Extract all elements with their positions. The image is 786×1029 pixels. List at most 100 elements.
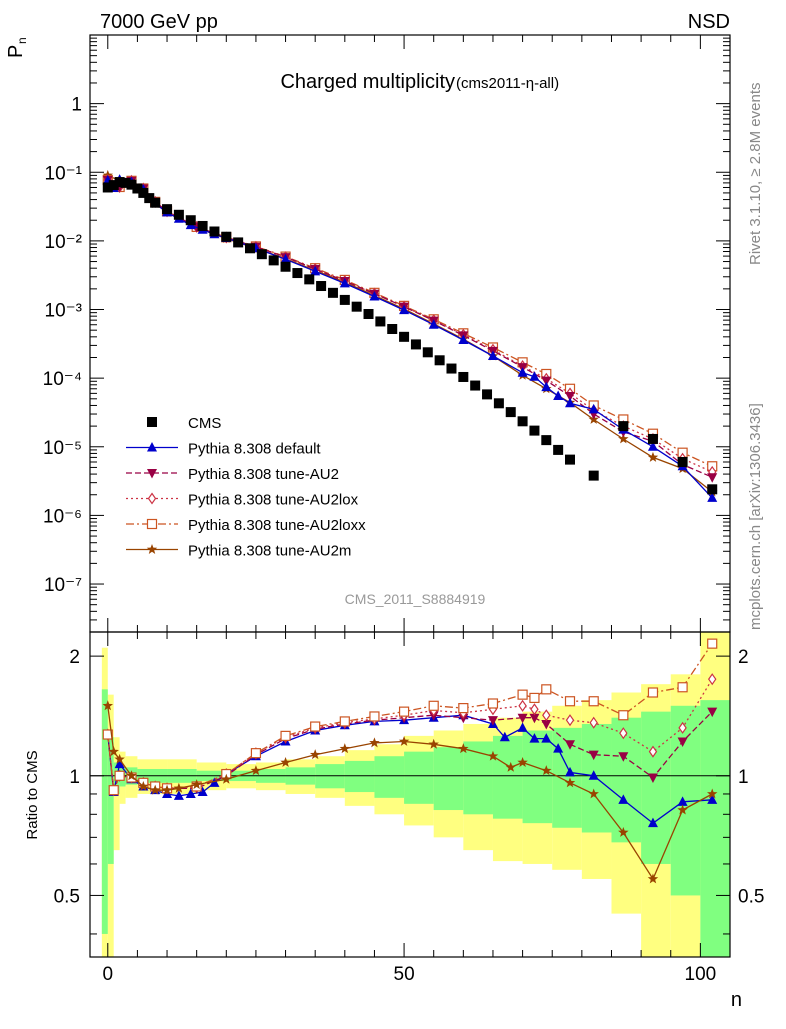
- main-data-point: [138, 187, 149, 198]
- green-band-bin: [374, 756, 405, 798]
- main-data-point: [647, 441, 658, 451]
- y-tick-label-ratio-right: 2: [738, 647, 749, 668]
- ratio-data-point: [565, 766, 575, 777]
- green-band-bin: [101, 689, 108, 934]
- main-data-point: [268, 255, 279, 266]
- green-band: [101, 689, 730, 957]
- ratio-data-point: [541, 765, 552, 776]
- green-band-bin: [522, 730, 553, 824]
- ratio-data-point: [138, 780, 149, 791]
- ratio-data-point: [707, 707, 718, 718]
- ratio-data-point: [530, 703, 539, 716]
- mcplots-text: mcplots.cern.ch [arXiv:1306.3436]: [747, 403, 764, 630]
- ratio-data-point: [553, 743, 564, 753]
- main-data-point: [108, 180, 119, 191]
- ratio-data-point: [589, 716, 598, 729]
- ratio-data-point: [518, 699, 527, 712]
- main-data-point: [618, 433, 629, 444]
- main-data-point: [529, 371, 540, 381]
- main-data-point: [339, 277, 350, 288]
- legend-item: Pythia 8.308 tune-AU2lox: [126, 492, 359, 509]
- y-tick-label-main: 1: [71, 95, 82, 116]
- legend-marker: [147, 417, 157, 427]
- green-band-bin: [700, 700, 730, 957]
- main-data-point: [197, 220, 208, 231]
- main-data-point: [618, 421, 629, 432]
- legend: CMS Pythia 8.308 default Pythia 8.308 tune…: [126, 415, 366, 560]
- ratio-data-point: [185, 788, 196, 798]
- main-data-point: [677, 456, 688, 467]
- main-data-point: [387, 324, 398, 335]
- ratio-data-point: [541, 719, 552, 730]
- y-tick-label-ratio-left: 2: [69, 647, 80, 668]
- ratio-data-point: [707, 794, 718, 804]
- ratio-data-point: [280, 756, 291, 767]
- ratio-data-point: [706, 788, 718, 799]
- main-data-point: [316, 281, 327, 292]
- x-tick-label: 0: [102, 964, 113, 985]
- ratio-data-point: [339, 716, 350, 727]
- ratio-data-point: [588, 788, 599, 799]
- y-tick-label-main: 10⁻⁶: [43, 506, 82, 527]
- main-data-point: [369, 290, 380, 301]
- ratio-data-point: [250, 765, 262, 776]
- main-data-point: [173, 209, 184, 220]
- y-tick-label-main: 10⁻²: [45, 232, 83, 253]
- ratio-data-point: [588, 750, 599, 761]
- main-data-point: [588, 470, 599, 481]
- ratio-data-point: [197, 786, 208, 797]
- y-tick-label-ratio-left: 0.5: [54, 886, 80, 907]
- ratio-data-point: [707, 638, 718, 649]
- ratio-data-point: [529, 713, 540, 724]
- ratio-data-point: [310, 721, 321, 732]
- y-tick-label-main: 10⁻⁵: [43, 438, 82, 459]
- ratio-data-point: [487, 698, 499, 709]
- main-data-point: [647, 433, 658, 444]
- main-data-point: [541, 376, 552, 387]
- header-right: NSD: [688, 11, 730, 33]
- ratio-data-point: [108, 785, 119, 796]
- main-data-point: [150, 197, 161, 208]
- y-tick-label-main: 10⁻¹: [45, 163, 83, 184]
- ratio-data-point: [505, 761, 516, 772]
- ratio-data-point: [398, 706, 410, 717]
- main-data-point: [327, 287, 338, 298]
- ratio-data-point: [309, 749, 321, 760]
- ratio-data-point: [618, 710, 629, 721]
- ratio-data-point: [529, 733, 540, 743]
- main-data-point: [132, 183, 143, 194]
- ratio-uncertainty-bands: [101, 632, 730, 957]
- ratio-data-point: [458, 743, 469, 754]
- main-data-point: [707, 473, 718, 483]
- ratio-data-point: [678, 721, 687, 734]
- ratio-data-point: [114, 753, 125, 764]
- ratio-data-point: [221, 773, 232, 784]
- main-data-point: [588, 403, 599, 414]
- ratio-data-point: [677, 682, 688, 693]
- ratio-data-point: [619, 727, 628, 740]
- green-band-bin: [463, 741, 493, 815]
- ratio-series-line: [107, 705, 713, 881]
- main-series: [102, 177, 718, 495]
- ratio-data-point: [618, 752, 629, 762]
- ratio-data-point: [677, 804, 688, 815]
- legend-marker: [147, 442, 157, 452]
- ratio-data-point: [529, 692, 540, 704]
- ratio-data-point: [369, 711, 380, 722]
- main-data-point: [434, 355, 445, 366]
- x-tick-label: 50: [394, 964, 415, 985]
- legend-item: Pythia 8.308 tune-AU2m: [126, 543, 351, 560]
- y-axis-label-main: P: [5, 45, 27, 58]
- main-data-point: [410, 339, 421, 350]
- ratio-data-point: [647, 873, 659, 884]
- legend-label: Pythia 8.308 tune-AU2: [188, 466, 339, 483]
- main-data-point: [292, 268, 303, 279]
- y-axis-label-main-sub: n: [15, 37, 29, 44]
- ratio-data-point: [517, 713, 528, 724]
- main-data-point: [209, 226, 220, 237]
- x-tick-label: 100: [685, 964, 717, 985]
- ratio-data-point: [102, 700, 114, 711]
- ratio-data-point: [398, 735, 410, 746]
- ratio-data-point: [114, 770, 125, 781]
- main-data-point: [565, 397, 575, 408]
